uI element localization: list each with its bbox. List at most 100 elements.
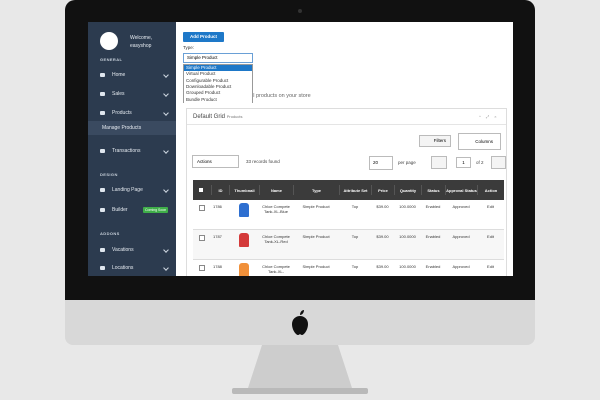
page-size-select[interactable]: 20 <box>369 156 393 170</box>
page-number: 1 <box>462 160 465 165</box>
screen: Welcome, easyshop GENERAL Home Sales Pro… <box>88 22 513 276</box>
table-cell: Chloe Compete Tank-XL-Blue <box>262 204 290 214</box>
table-cell: Approved <box>452 264 470 269</box>
welcome: Welcome, <box>130 35 153 41</box>
stand-base <box>232 388 368 394</box>
select-value: Simple Product <box>187 55 218 60</box>
thumbnail <box>239 233 249 247</box>
page-total: of 2 <box>476 160 484 165</box>
avatar <box>100 32 118 50</box>
table-cell: Chloe Compete Tank-XL- <box>262 264 290 274</box>
section-heading: GENERAL <box>100 57 123 62</box>
column-header: Status <box>421 185 445 195</box>
table-cell: 1786 <box>213 204 222 209</box>
type-label: Type: <box>183 45 195 50</box>
column-header: ID <box>211 185 229 195</box>
table-cell: Simple Product <box>302 204 330 209</box>
type-option[interactable]: Bundle Product <box>184 96 252 103</box>
table-cell: Top <box>351 234 359 239</box>
nav-label: Manage Products <box>102 125 142 131</box>
nav-label: Landing Page <box>112 187 143 193</box>
product-table: ID Thumbnail Name Type Attribute Set Price Qua… <box>193 180 504 276</box>
column-header: Thumbnail <box>229 185 259 195</box>
select-value: 20 <box>373 160 379 165</box>
nav-item[interactable]: Transactions <box>88 143 176 159</box>
table-cell: 100.0000 <box>399 234 416 239</box>
table-cell: $39.00 <box>376 204 389 209</box>
column-header: Price <box>371 185 394 195</box>
nav-item[interactable]: Home <box>88 67 176 83</box>
camera <box>298 9 302 13</box>
nav-item[interactable]: Products <box>88 105 176 121</box>
table-cell: 1788 <box>213 264 222 269</box>
type-option[interactable]: Simple Product <box>184 65 252 72</box>
nav-label: Home <box>112 72 126 78</box>
type-option[interactable]: Downloadable Product <box>184 83 252 91</box>
section-heading: ADDONS <box>100 231 120 236</box>
table-cell: Top <box>351 264 359 269</box>
nav-item[interactable]: Vacations <box>88 242 176 258</box>
column-header: Quantity <box>394 185 421 195</box>
thumbnail <box>239 263 249 276</box>
table-cell: 1787 <box>213 234 222 239</box>
apple-logo <box>292 310 308 335</box>
header-checkbox <box>199 188 203 192</box>
nav-item[interactable]: Landing Page <box>88 182 176 198</box>
thumbnail <box>239 203 249 217</box>
table-cell: 100.0000 <box>399 264 416 269</box>
table-cell: Enabled <box>425 204 441 209</box>
columns-button[interactable]: Columns <box>458 133 501 150</box>
edit-link[interactable]: Edit <box>487 204 494 209</box>
grid-subtitle: Products <box>226 114 243 119</box>
table-cell: 100.0000 <box>399 204 416 209</box>
table-cell: Enabled <box>425 264 441 269</box>
nav-item[interactable]: Sales <box>88 86 176 102</box>
nav-label: Sales <box>112 91 125 97</box>
button-label: Columns <box>475 139 493 144</box>
nav-label: Transactions <box>112 148 141 154</box>
type-option[interactable]: Configurable Product <box>184 77 252 84</box>
table-cell: Approved <box>452 204 470 209</box>
per-page: per page <box>398 160 416 165</box>
type-option[interactable]: Virtual Product <box>184 71 252 78</box>
prev-page[interactable] <box>431 156 447 169</box>
table-cell: Simple Product <box>302 264 330 269</box>
nav-label: Vacations <box>112 247 134 253</box>
nav-subitem[interactable]: Manage Products <box>88 121 176 135</box>
type-select[interactable]: Simple Product <box>183 53 253 63</box>
table-cell: Simple Product <box>302 234 330 239</box>
page-input[interactable]: 1 <box>456 157 471 168</box>
edit-link[interactable]: Edit <box>487 234 494 239</box>
table-row <box>193 260 504 276</box>
nav-item[interactable]: Locations <box>88 260 176 276</box>
table-cell: $39.00 <box>376 264 389 269</box>
type-option[interactable]: Grouped Product <box>184 90 252 97</box>
nav-item[interactable]: Builder Coming Soon <box>88 202 176 218</box>
filters-button[interactable]: Filters <box>419 135 451 147</box>
column-header: Action <box>477 185 504 195</box>
page-subtitle: ll products on your store <box>252 93 311 99</box>
grid-title: Default Grid Products <box>193 114 242 120</box>
badge: Coming Soon <box>143 207 169 213</box>
nav-label: Products <box>112 110 132 116</box>
panel-controls[interactable]: ^ ⤢ × <box>479 114 499 119</box>
edit-link[interactable]: Edit <box>487 264 494 269</box>
divider <box>187 124 506 125</box>
column-header: Name <box>259 185 293 195</box>
button-label: Filters <box>433 138 446 143</box>
nav-label: Builder <box>112 207 128 213</box>
add-product-button[interactable]: Add Product <box>183 32 224 42</box>
row-checkbox[interactable] <box>199 205 205 211</box>
row-checkbox[interactable] <box>199 235 205 241</box>
row-checkbox[interactable] <box>199 265 205 271</box>
next-page[interactable] <box>491 156 506 169</box>
username: easyshop <box>130 43 152 49</box>
actions-select[interactable]: Actions <box>192 155 239 168</box>
column-header: Type <box>293 185 339 195</box>
column-header: Approval Status <box>445 185 477 195</box>
table-cell: Top <box>351 204 359 209</box>
table-header <box>193 180 504 200</box>
